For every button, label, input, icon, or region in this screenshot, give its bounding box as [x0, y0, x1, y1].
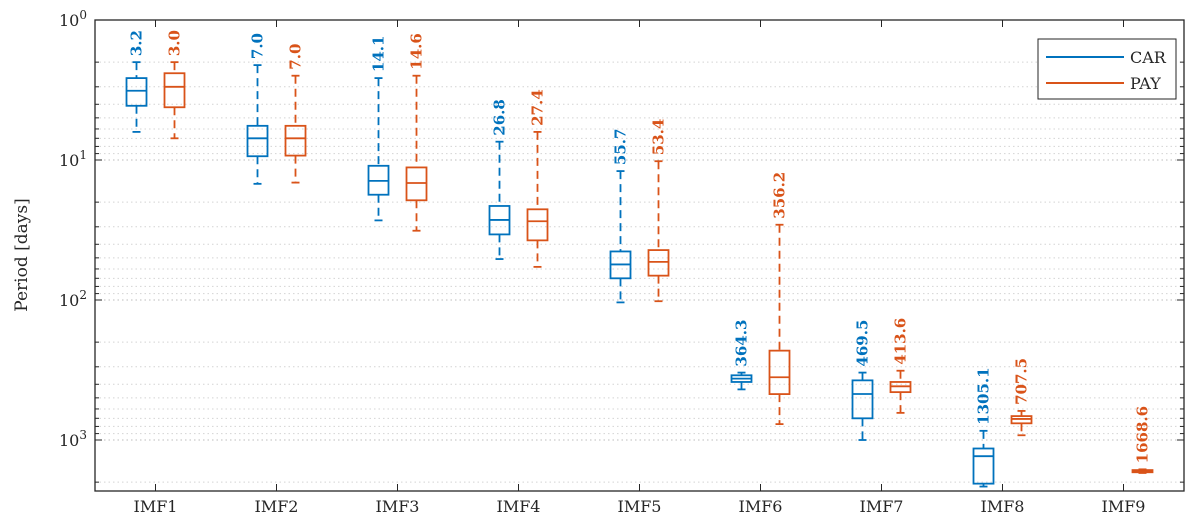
boxes-layer [125, 61, 1154, 488]
box-body [125, 77, 148, 107]
plot-frame [94, 19, 1185, 492]
box-pay-imf6 [768, 223, 791, 426]
value-label: 1668.6 [1134, 406, 1152, 463]
x-tick-label: IMF1 [134, 497, 178, 516]
value-label: 364.3 [733, 320, 751, 367]
box-pay-imf2 [284, 74, 307, 184]
value-label: 53.4 [650, 119, 668, 156]
grid-layer [95, 19, 1184, 483]
value-label: 7.0 [287, 44, 305, 70]
box-body [246, 124, 269, 158]
x-tick-label: IMF7 [860, 497, 904, 516]
value-label: 27.4 [529, 89, 547, 126]
box-pay-imf9 [1131, 468, 1154, 474]
y-tick-label: 101 [59, 148, 87, 170]
box-pay-imf1 [163, 61, 186, 140]
value-label: 1305.1 [975, 367, 993, 424]
box-car-imf7 [851, 371, 874, 441]
ticks-layer: 100 101 102 103 IMF1 IMF2 IMF3 IMF4 IMF5 IMF6 IMF7… [59, 8, 1184, 516]
legend-box [1037, 38, 1177, 100]
box-body [163, 72, 186, 109]
x-tick-label: IMF4 [497, 497, 541, 516]
x-tick-label: IMF2 [255, 497, 299, 516]
value-label: 707.5 [1013, 358, 1031, 405]
box-pay-imf4 [526, 131, 549, 268]
value-label: 3.2 [128, 30, 146, 56]
value-label: 26.8 [491, 99, 509, 136]
value-label: 14.1 [370, 36, 388, 73]
y-axis-label: Period [days] [12, 198, 32, 311]
x-tick-label: IMF8 [981, 497, 1025, 516]
box-body [768, 349, 791, 395]
box-body [647, 249, 670, 277]
legend-label-pay: PAY [1130, 74, 1161, 93]
x-tick-label: IMF6 [739, 497, 783, 516]
value-labels-layer: 3.2 7.0 14.1 26.8 55.7 364.3 469.5 1305.1 3.0 7.0… [128, 30, 1152, 463]
box-pay-imf5 [647, 160, 670, 303]
value-label: 3.0 [166, 30, 184, 56]
box-car-imf8 [972, 429, 995, 488]
box-car-imf2 [246, 64, 269, 185]
value-label: 356.2 [771, 172, 789, 219]
box-car-imf6 [730, 371, 753, 391]
value-label: 7.0 [249, 33, 267, 59]
value-label: 14.6 [408, 33, 426, 70]
legend-label-car: CAR [1130, 48, 1167, 67]
x-tick-label: IMF9 [1102, 497, 1146, 516]
box-body [972, 447, 995, 485]
y-tick-label: 100 [59, 8, 87, 30]
box-pay-imf3 [405, 74, 428, 232]
box-car-imf5 [609, 170, 632, 304]
y-tick-label: 102 [59, 288, 87, 310]
box-pay-imf7 [889, 369, 912, 414]
legend: CAR PAY [1037, 38, 1177, 100]
x-tick-label: IMF5 [618, 497, 662, 516]
y-tick-label: 103 [59, 428, 87, 450]
box-car-imf4 [488, 140, 511, 260]
box-pay-imf8 [1010, 410, 1033, 437]
box-body [526, 208, 549, 242]
box-body [851, 379, 874, 420]
axes-layer [94, 19, 1185, 492]
box-car-imf1 [125, 61, 148, 133]
box-body [284, 124, 307, 157]
value-label: 469.5 [854, 320, 872, 367]
x-tick-label: IMF3 [376, 497, 420, 516]
box-car-imf3 [367, 77, 390, 222]
value-label: 413.6 [892, 318, 910, 365]
value-label: 55.7 [612, 129, 630, 166]
